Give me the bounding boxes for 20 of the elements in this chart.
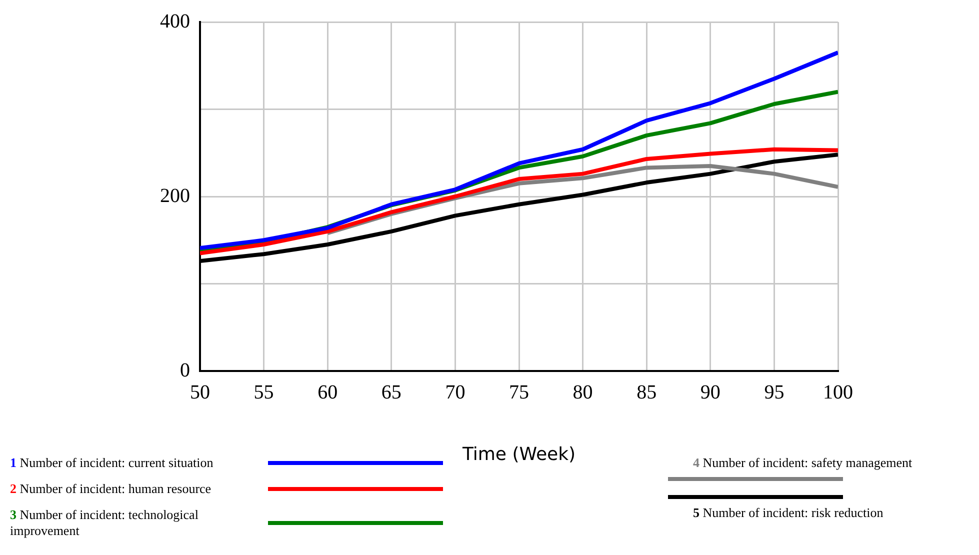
y-tick-label: 400 [160,10,190,32]
x-tick-label: 60 [318,381,338,404]
x-axis-title: Time (Week) [461,444,576,465]
x-tick-label: 55 [254,381,274,404]
x-tick-label: 70 [445,381,466,404]
text: 5 Number of incident: risk reduction [693,505,884,520]
x-tick-label: 90 [700,381,720,404]
x-tick-label: 95 [764,381,784,404]
x-tick-label: 80 [572,381,593,404]
text: 4 Number of incident: safety management [693,455,912,470]
text: 2 Number of incident: human resource [10,481,212,496]
y-tick-label: 0 [180,359,190,382]
x-tick-label: 100 [823,381,853,404]
x-tick-label: 65 [381,381,402,404]
x-tick-label: 85 [636,381,657,404]
x-tick-label: 50 [190,381,210,404]
text: 3 Number of incident: technological improvement [10,507,198,538]
x-tick-label: 75 [509,381,529,404]
y-tick-label: 200 [160,184,190,207]
text: 1 Number of incident: current situation [10,455,214,470]
